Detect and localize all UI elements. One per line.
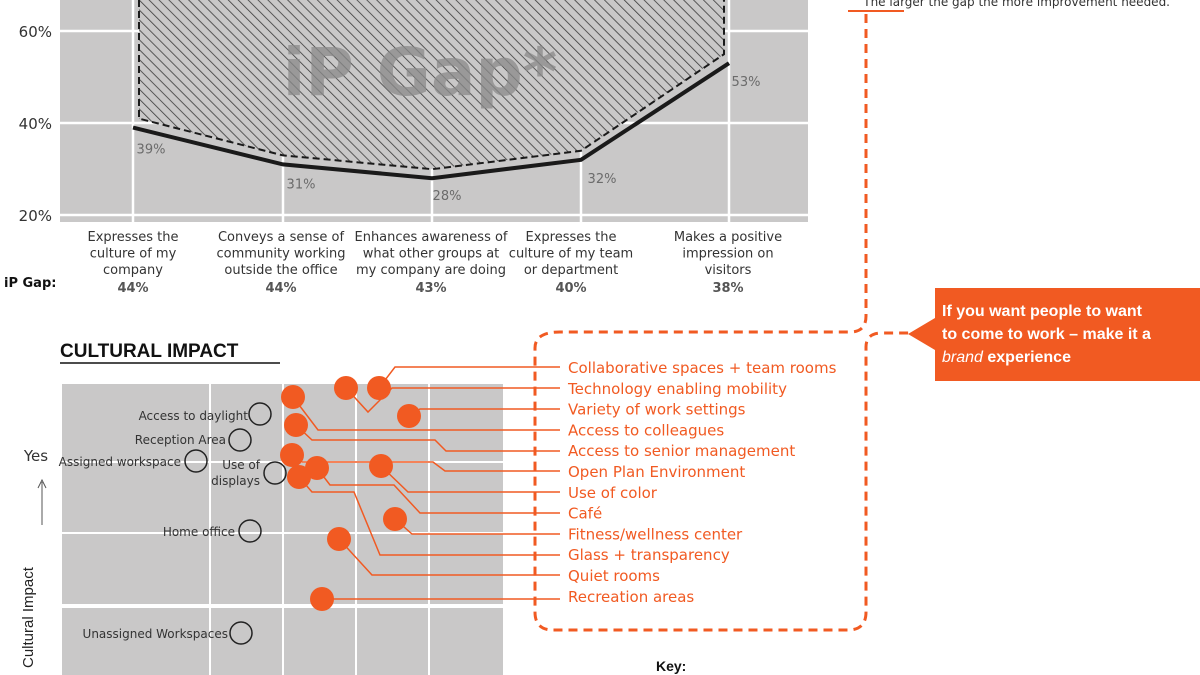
data-label: 28% bbox=[433, 189, 462, 204]
x-category-label: Enhances awareness of what other groups a… bbox=[354, 230, 507, 278]
highlighted-label: Collaborative spaces + team rooms bbox=[568, 359, 837, 377]
highlighted-point bbox=[287, 465, 311, 489]
highlighted-point bbox=[305, 456, 329, 480]
highlighted-point bbox=[280, 443, 304, 467]
top-note: The larger the gap the more improvement … bbox=[862, 0, 1170, 9]
arrow-head-icon bbox=[37, 478, 47, 489]
gap-value: 43% bbox=[415, 281, 446, 296]
highlighted-label: Glass + transparency bbox=[568, 546, 730, 564]
highlighted-point bbox=[369, 454, 393, 478]
connector-line bbox=[380, 465, 560, 493]
highlighted-point bbox=[327, 527, 351, 551]
highlighted-label: Access to senior management bbox=[568, 442, 795, 460]
highlighted-label: Technology enabling mobility bbox=[567, 380, 787, 398]
ip-gap-boundary bbox=[138, 0, 725, 171]
ip-gap-area bbox=[139, 0, 724, 170]
gap-value: 44% bbox=[117, 281, 148, 296]
highlighted-label: Recreation areas bbox=[568, 588, 694, 606]
outlined-point-label: Reception Area bbox=[135, 433, 226, 447]
callout-connector bbox=[533, 14, 910, 632]
outlined-point bbox=[238, 519, 262, 543]
outlined-point bbox=[228, 428, 252, 452]
gap-value: 38% bbox=[712, 281, 743, 296]
cultural-impact-title: CULTURAL IMPACT bbox=[60, 341, 239, 362]
callout-emphasis: brand bbox=[942, 349, 983, 366]
highlighted-label: Café bbox=[568, 505, 602, 523]
highlighted-labels: Collaborative spaces + team rooms Technol… bbox=[567, 359, 837, 606]
outlined-point-label: Assigned workspace bbox=[59, 455, 181, 469]
y-tick-label: 40% bbox=[19, 115, 52, 133]
connector-line bbox=[295, 424, 560, 452]
highlighted-point bbox=[383, 507, 407, 531]
connector-line bbox=[316, 467, 560, 514]
x-category-label: Conveys a sense of community working outsi… bbox=[216, 230, 345, 278]
y-tick-label: 60% bbox=[19, 23, 52, 41]
connector-line bbox=[292, 396, 560, 431]
ip-gap-line-chart: iP Gap* 39% 31% 28% 32% 53% 20% 40% 60% Expres… bbox=[4, 0, 808, 296]
x-category-label: Expresses the culture of my company bbox=[88, 230, 179, 278]
highlighted-label: Quiet rooms bbox=[568, 567, 660, 585]
outlined-point-label: Home office bbox=[163, 525, 235, 539]
outlined-point-label: Use of displays bbox=[211, 458, 261, 488]
connector-line bbox=[345, 387, 560, 414]
outlined-point bbox=[248, 402, 272, 426]
data-labels: 39% 31% 28% 32% 53% bbox=[137, 75, 761, 204]
highlighted-label: Variety of work settings bbox=[568, 401, 746, 419]
highlighted-label: Use of color bbox=[568, 484, 658, 502]
connector-line bbox=[298, 476, 560, 556]
outlined-point bbox=[229, 621, 253, 645]
callout-message: If you want people to want to come to wo… bbox=[942, 300, 1192, 369]
outlined-points: Access to daylight Reception Area Assigned… bbox=[59, 402, 287, 645]
highlighted-points bbox=[280, 376, 421, 611]
data-label: 53% bbox=[732, 75, 761, 90]
y-axis-ticks: 20% 40% 60% bbox=[19, 23, 52, 225]
x-category-label: Expresses the culture of my team or depart… bbox=[509, 230, 633, 278]
data-label: 32% bbox=[588, 172, 617, 187]
callout-banner bbox=[908, 288, 1200, 381]
highlighted-label: Access to colleagues bbox=[568, 421, 724, 439]
highlighted-point bbox=[310, 587, 334, 611]
callout-line-2: to come to work – make it a bbox=[942, 326, 1151, 343]
data-label: 39% bbox=[137, 143, 166, 158]
highlighted-label: Fitness/wellness center bbox=[568, 525, 743, 543]
data-label: 31% bbox=[287, 177, 316, 192]
callout-line-3-rest: experience bbox=[982, 349, 1071, 366]
callout-line-1: If you want people to want bbox=[942, 303, 1142, 320]
highlighted-label: Open Plan Environment bbox=[568, 463, 745, 481]
x-axis-category-labels: Expresses the culture of my company Conveys… bbox=[88, 230, 783, 278]
outlined-point bbox=[184, 449, 208, 473]
cultural-impact-chart: CULTURAL IMPACT Yes Cultural Impact Acce… bbox=[20, 341, 837, 675]
highlighted-point bbox=[281, 385, 305, 409]
highlighted-point bbox=[367, 376, 391, 400]
highlighted-point bbox=[397, 404, 421, 428]
outlined-point bbox=[263, 461, 287, 485]
outlined-point-label: Access to daylight bbox=[139, 409, 249, 423]
gap-value: 40% bbox=[555, 281, 586, 296]
gap-row-label: iP Gap: bbox=[4, 276, 56, 291]
highlighted-point bbox=[334, 376, 358, 400]
outlined-point-label: Unassigned Workspaces bbox=[83, 627, 228, 641]
ip-gap-watermark: iP Gap* bbox=[283, 34, 557, 111]
y-axis-label: Cultural Impact bbox=[20, 566, 37, 668]
callout-line-3: brand experience bbox=[942, 346, 1192, 369]
x-category-label: Makes a positive impression on visitors bbox=[674, 230, 782, 278]
highlight-connectors bbox=[291, 366, 560, 600]
highlighted-point bbox=[284, 413, 308, 437]
gap-value: 44% bbox=[265, 281, 296, 296]
ip-gap-row: iP Gap: 44% 44% 43% 40% 38% bbox=[4, 276, 744, 296]
y-axis-yes-label: Yes bbox=[23, 447, 48, 465]
connector-line bbox=[338, 538, 560, 576]
key-label: Key: bbox=[656, 658, 686, 674]
y-tick-label: 20% bbox=[19, 207, 52, 225]
series-line bbox=[132, 61, 731, 181]
